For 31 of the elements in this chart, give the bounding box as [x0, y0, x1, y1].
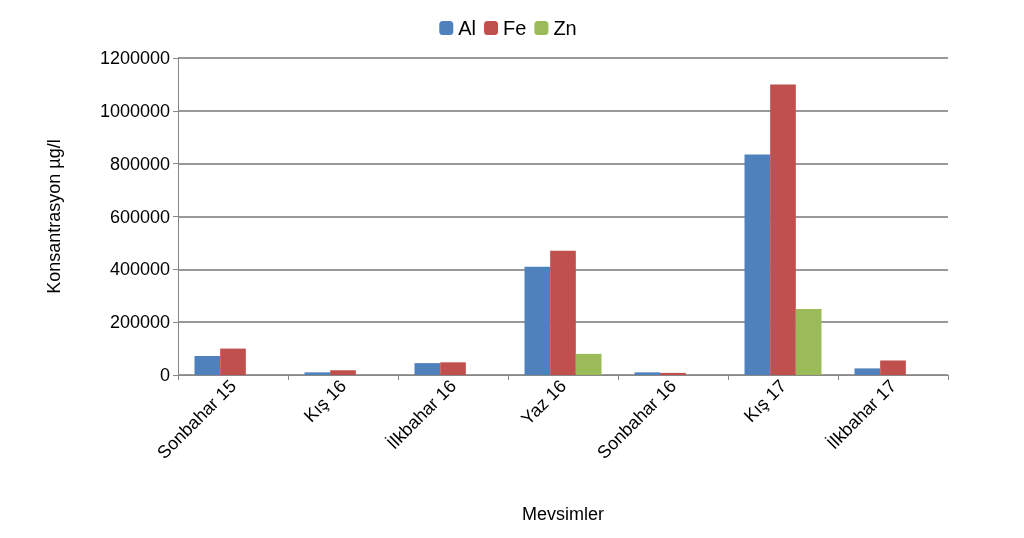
bar	[744, 154, 771, 375]
x-axis-title: Mevsimler	[521, 504, 605, 524]
bar	[330, 370, 356, 375]
legend-label: Zn	[553, 17, 577, 39]
bar	[660, 372, 686, 375]
y-tick-label: 600000	[109, 206, 170, 227]
y-tick-label: 1000000	[99, 100, 170, 121]
bar	[770, 84, 796, 375]
bar	[220, 348, 246, 375]
bar	[440, 362, 466, 375]
legend-label: Al	[458, 17, 477, 39]
y-tick-label: 800000	[109, 153, 170, 174]
y-tick-label: 400000	[109, 259, 170, 280]
bar	[304, 372, 331, 375]
x-tick-label: Kış 16	[299, 375, 351, 427]
bar	[575, 353, 602, 375]
bar	[795, 308, 822, 375]
bar	[634, 372, 661, 375]
x-tick-label: Kış 17	[739, 375, 791, 427]
y-tick-label: 0	[159, 365, 170, 385]
x-tick-label: Yaz 16	[517, 375, 571, 429]
bar	[194, 355, 221, 375]
bar	[854, 368, 881, 375]
y-tick-label: 1200000	[99, 48, 170, 68]
bar	[880, 360, 906, 375]
y-tick-label: 200000	[109, 312, 170, 333]
legend-label: Fe	[503, 17, 527, 39]
y-axis-title: Konsantrasyon µg/l	[44, 139, 64, 294]
bar	[524, 266, 551, 375]
bar	[550, 250, 576, 375]
bar	[414, 363, 441, 375]
